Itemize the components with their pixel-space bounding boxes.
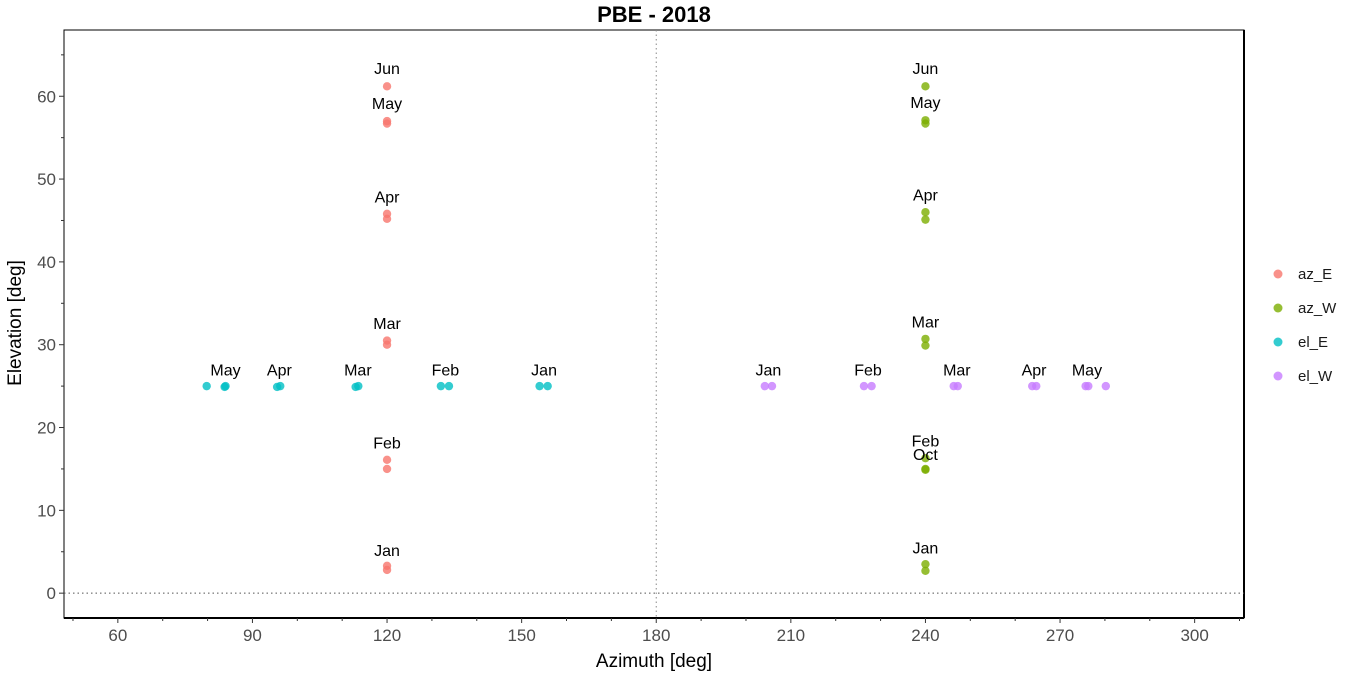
- data-point-el_E: [436, 381, 446, 391]
- legend-label-el_W: el_W: [1298, 368, 1333, 385]
- x-tick-label: 150: [507, 626, 535, 645]
- point-label: Mar: [943, 362, 971, 379]
- point-label: Feb: [854, 362, 882, 379]
- legend-label-az_W: az_W: [1298, 300, 1337, 317]
- y-tick-label: 10: [37, 501, 56, 520]
- point-label: Jan: [913, 541, 939, 558]
- x-tick-label: 210: [777, 626, 805, 645]
- point-label: Feb: [432, 362, 460, 379]
- y-tick-label: 60: [37, 87, 56, 106]
- data-point-az_W: [921, 341, 930, 350]
- x-tick-label: 270: [1046, 626, 1074, 645]
- data-point-el_W: [760, 381, 770, 391]
- data-point-el_E: [444, 381, 454, 391]
- legend-key-el_E: [1273, 337, 1283, 347]
- data-point-az_W: [921, 215, 930, 224]
- data-point-el_W: [1101, 381, 1111, 391]
- data-point-az_W: [921, 464, 930, 474]
- data-point-az_W: [921, 207, 930, 217]
- data-point-el_W: [953, 381, 962, 391]
- data-point-el_E: [202, 381, 211, 391]
- panel-border: [63, 29, 1245, 619]
- data-point-el_E: [535, 381, 544, 391]
- data-point-az_E: [382, 455, 392, 465]
- point-label: Jan: [374, 543, 400, 560]
- point-label: Apr: [913, 188, 939, 205]
- point-label: Mar: [344, 362, 372, 379]
- y-tick-label: 0: [47, 584, 56, 603]
- data-point-az_W: [921, 559, 930, 569]
- x-tick-label: 120: [373, 626, 401, 645]
- data-point-el_E: [221, 381, 230, 391]
- data-point-el_W: [1084, 381, 1093, 391]
- data-point-az_E: [382, 464, 392, 474]
- legend-label-el_E: el_E: [1298, 334, 1328, 351]
- point-label: Oct: [913, 447, 938, 464]
- point-label: Mar: [912, 314, 940, 331]
- point-label: Apr: [375, 189, 401, 206]
- data-point-az_W: [921, 453, 930, 463]
- point-label: Apr: [1022, 362, 1048, 379]
- point-label: Apr: [267, 362, 293, 379]
- series-az_E: [382, 82, 392, 575]
- legend: az_E az_W el_E el_W: [1273, 266, 1337, 385]
- y-tick-label: 50: [37, 170, 56, 189]
- x-tick-label: 60: [108, 626, 127, 645]
- point-label: Mar: [373, 316, 401, 333]
- data-point-az_E: [382, 116, 392, 126]
- data-point-el_E: [354, 381, 363, 391]
- data-point-el_E: [543, 381, 552, 391]
- data-point-el_W: [1032, 381, 1041, 391]
- x-axis-title: Azimuth [deg]: [596, 651, 712, 672]
- legend-label-az_E: az_E: [1298, 266, 1332, 283]
- point-label: Feb: [373, 435, 401, 452]
- data-point-el_E: [276, 381, 285, 391]
- y-axis-title: Elevation [deg]: [5, 260, 26, 386]
- point-label: Jan: [531, 362, 557, 379]
- point-label: Feb: [912, 434, 940, 451]
- x-tick-label: 180: [642, 626, 670, 645]
- plot-area: 60 90 120 150 180 210 240 270 300 0 10 20 30 40 50 60 Ja…: [37, 29, 1245, 645]
- y-tick-label: 20: [37, 419, 56, 438]
- x-tick-label: 240: [911, 626, 939, 645]
- y-tick-label: 40: [37, 253, 56, 272]
- data-point-el_W: [767, 381, 777, 391]
- data-point-az_E: [382, 82, 392, 91]
- data-point-az_W: [921, 334, 930, 344]
- data-point-el_W: [859, 381, 869, 391]
- point-label: Jun: [374, 61, 400, 78]
- data-point-az_W: [921, 116, 930, 125]
- x-tick-label: 300: [1180, 626, 1208, 645]
- chart-title: PBE - 2018: [597, 2, 711, 27]
- point-label: Jun: [913, 61, 939, 78]
- data-point-az_W: [921, 82, 930, 91]
- data-point-el_W: [867, 381, 876, 391]
- series-el_W: [760, 381, 1111, 391]
- x-tick-label: 90: [243, 626, 262, 645]
- data-point-az_E: [382, 209, 392, 219]
- point-label: May: [372, 96, 402, 113]
- y-tick-label: 30: [37, 336, 56, 355]
- legend-key-el_W: [1273, 371, 1283, 381]
- point-label: May: [1072, 362, 1102, 379]
- data-point-az_W: [921, 566, 930, 575]
- series-az_W: [921, 82, 930, 575]
- data-point-az_E: [382, 561, 392, 571]
- series-el_E: [202, 381, 552, 392]
- point-label: May: [910, 95, 940, 112]
- data-point-az_E: [382, 336, 392, 345]
- legend-key-az_W: [1273, 303, 1283, 313]
- legend-key-az_E: [1273, 269, 1283, 279]
- point-label: Jan: [756, 362, 782, 379]
- point-label: May: [210, 362, 240, 379]
